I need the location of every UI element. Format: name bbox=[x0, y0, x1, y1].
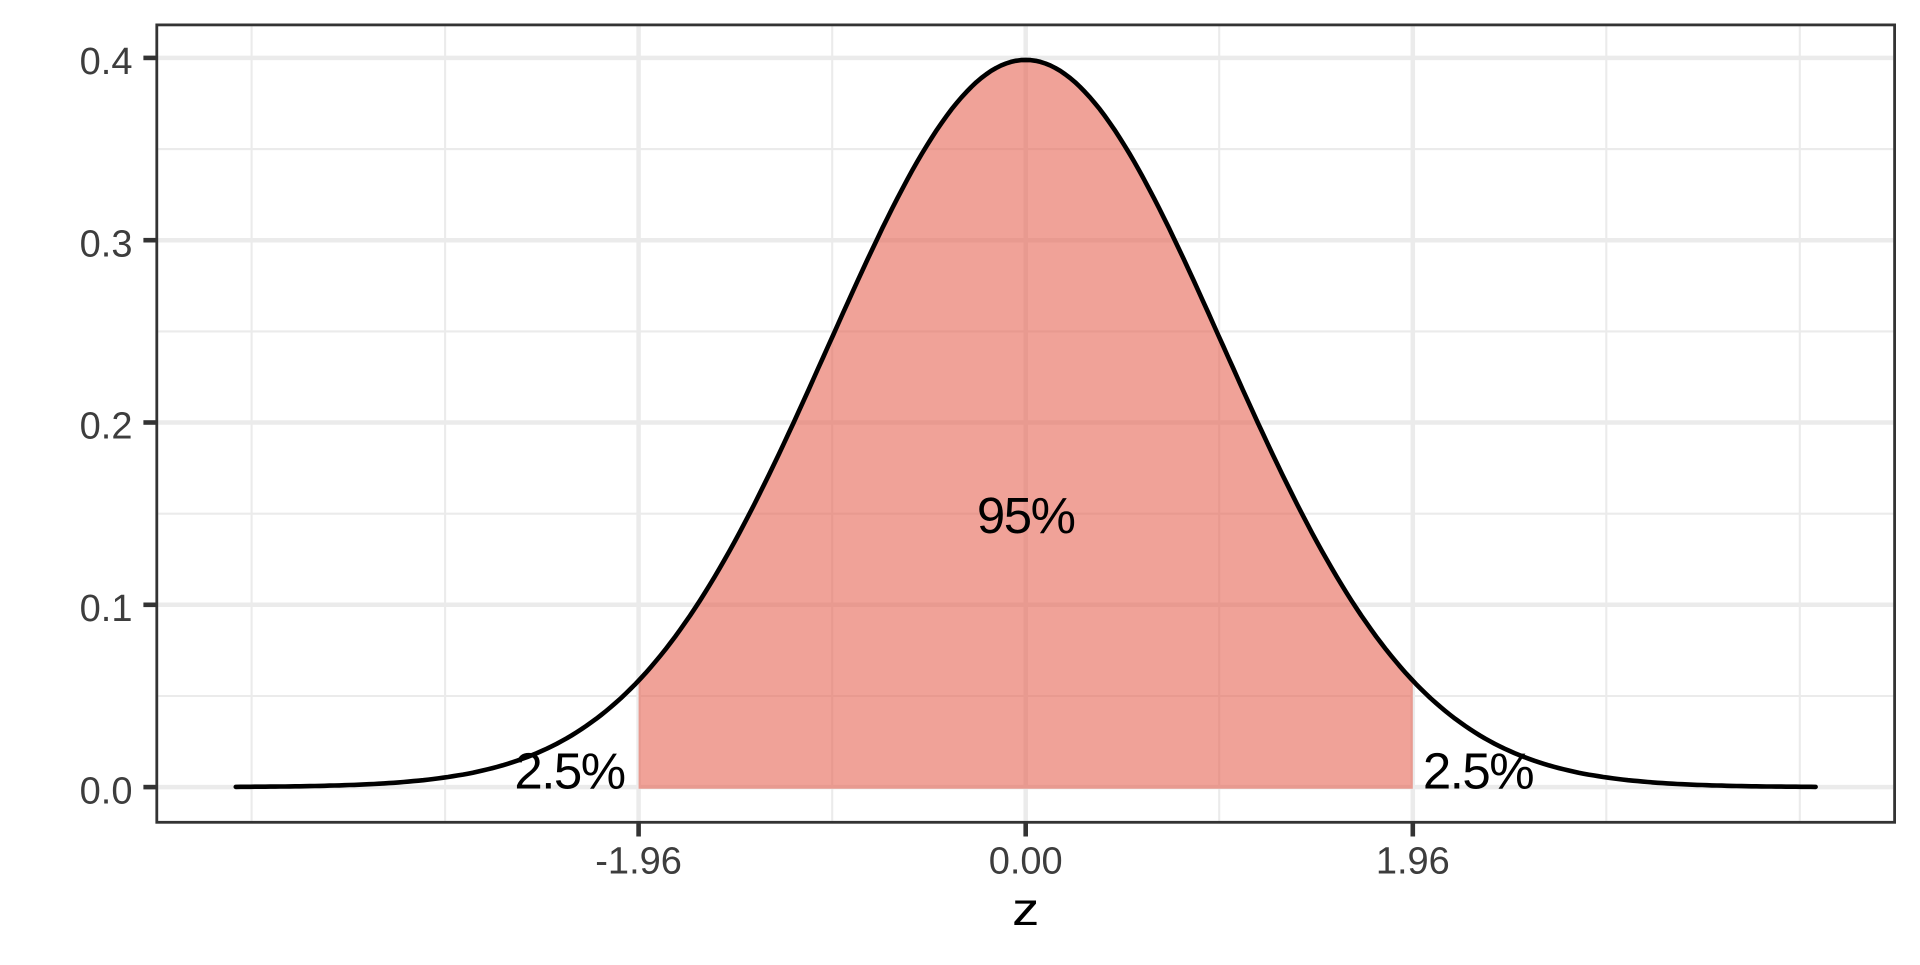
svg-text:0.1: 0.1 bbox=[80, 588, 133, 630]
svg-text:0.2: 0.2 bbox=[80, 406, 133, 448]
svg-text:95%: 95% bbox=[977, 487, 1075, 544]
svg-text:z: z bbox=[1012, 883, 1039, 935]
svg-text:2.5%: 2.5% bbox=[514, 743, 624, 800]
svg-text:0.0: 0.0 bbox=[80, 770, 133, 812]
svg-text:0.4: 0.4 bbox=[80, 41, 133, 83]
svg-text:1.96: 1.96 bbox=[1376, 841, 1450, 883]
svg-text:0.00: 0.00 bbox=[989, 841, 1063, 883]
svg-text:2.5%: 2.5% bbox=[1423, 743, 1533, 800]
svg-text:-1.96: -1.96 bbox=[595, 841, 682, 883]
svg-text:0.3: 0.3 bbox=[80, 223, 133, 265]
